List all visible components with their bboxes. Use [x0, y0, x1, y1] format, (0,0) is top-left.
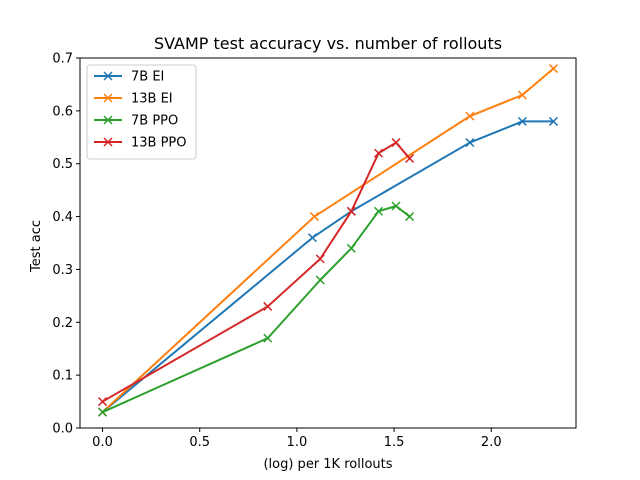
y-tick-label: 0.7 — [52, 52, 73, 67]
marker-stroke — [309, 212, 319, 222]
legend-entry-1: 13B EI — [94, 92, 173, 107]
y-tick-label: 0.1 — [52, 369, 73, 384]
data-point-3-1 — [263, 301, 273, 311]
y-tick-label: 0.0 — [52, 422, 73, 437]
marker-stroke — [405, 153, 415, 163]
series-line-0 — [101, 120, 555, 414]
data-point-2-5 — [391, 201, 401, 211]
marker-stroke — [374, 206, 384, 216]
legend-label: 7B PPO — [131, 114, 178, 129]
data-point-0-4 — [517, 116, 527, 126]
data-point-2-1 — [263, 333, 273, 343]
legend-label: 7B EI — [131, 70, 164, 85]
marker-stroke — [405, 212, 415, 222]
x-tick-label: 0.5 — [189, 435, 210, 450]
marker-stroke — [548, 64, 559, 74]
y-tick-label: 0.5 — [52, 157, 73, 172]
marker-stroke — [374, 148, 384, 158]
axes-frame — [79, 57, 577, 429]
data-point-0-5 — [548, 116, 559, 126]
y-axis-label: Test acc — [29, 220, 44, 273]
data-point-2-6 — [405, 212, 415, 222]
data-point-2-2 — [315, 275, 325, 285]
legend-entry-2: 7B PPO — [94, 114, 178, 129]
data-point-1-3 — [517, 90, 527, 100]
data-point-3-2 — [315, 254, 325, 264]
data-point-1-2 — [465, 111, 475, 121]
marker-stroke — [315, 254, 325, 264]
data-point-3-6 — [405, 153, 415, 163]
legend-marker — [103, 71, 113, 81]
x-tick-label: 2.0 — [481, 435, 502, 450]
data-point-1-1 — [309, 212, 319, 222]
marker-stroke — [315, 275, 325, 285]
marker-stroke — [517, 116, 527, 126]
marker-stroke — [548, 116, 559, 126]
data-point-3-4 — [374, 148, 384, 158]
x-tick-label: 0.0 — [92, 435, 113, 450]
x-axis-label: (log) per 1K rollouts — [263, 457, 392, 472]
marker-stroke — [346, 206, 356, 216]
legend-box — [86, 64, 197, 160]
data-point-1-4 — [548, 64, 559, 74]
axis-ticks: 0.0 0.5 1.0 1.5 2.0 0.0 0.1 0.2 0.3 0.4 0.5 0.6 0.7 — [52, 52, 501, 451]
legend-entry-3: 13B PPO — [94, 136, 187, 151]
marker-stroke — [346, 243, 356, 253]
data-point-3-3 — [346, 206, 356, 216]
marker-stroke — [97, 407, 108, 417]
plot-area — [97, 64, 559, 417]
y-tick-label: 0.3 — [52, 263, 73, 278]
data-point-3-5 — [391, 138, 401, 148]
marker-stroke — [465, 111, 475, 121]
data-point-2-0 — [97, 407, 108, 417]
data-point-2-4 — [374, 206, 384, 216]
marker-stroke — [391, 138, 401, 148]
data-point-3-0 — [97, 397, 108, 407]
data-point-0-3 — [465, 138, 475, 148]
legend-label: 13B PPO — [131, 136, 187, 151]
legend-marker — [103, 137, 113, 147]
marker-stroke — [391, 201, 401, 211]
legend-marker — [103, 93, 113, 103]
data-point-0-1 — [307, 233, 317, 243]
marker-stroke — [307, 233, 317, 243]
x-tick-label: 1.0 — [287, 435, 308, 450]
marker-stroke — [263, 333, 273, 343]
y-tick-label: 0.4 — [52, 210, 73, 225]
x-tick-label: 1.5 — [384, 435, 405, 450]
legend: 7B EI 13B EI 7B PPO 13B PPO — [86, 64, 197, 160]
legend-marker — [103, 115, 113, 125]
y-tick-label: 0.2 — [52, 316, 73, 331]
marker-stroke — [465, 138, 475, 148]
legend-entry-0: 7B EI — [94, 70, 164, 85]
y-tick-label: 0.6 — [52, 104, 73, 119]
marker-stroke — [263, 301, 273, 311]
marker-stroke — [97, 397, 108, 407]
chart-title: SVAMP test accuracy vs. number of rollou… — [154, 34, 502, 53]
data-point-2-3 — [346, 243, 356, 253]
legend-label: 13B EI — [131, 92, 173, 107]
marker-stroke — [517, 90, 527, 100]
